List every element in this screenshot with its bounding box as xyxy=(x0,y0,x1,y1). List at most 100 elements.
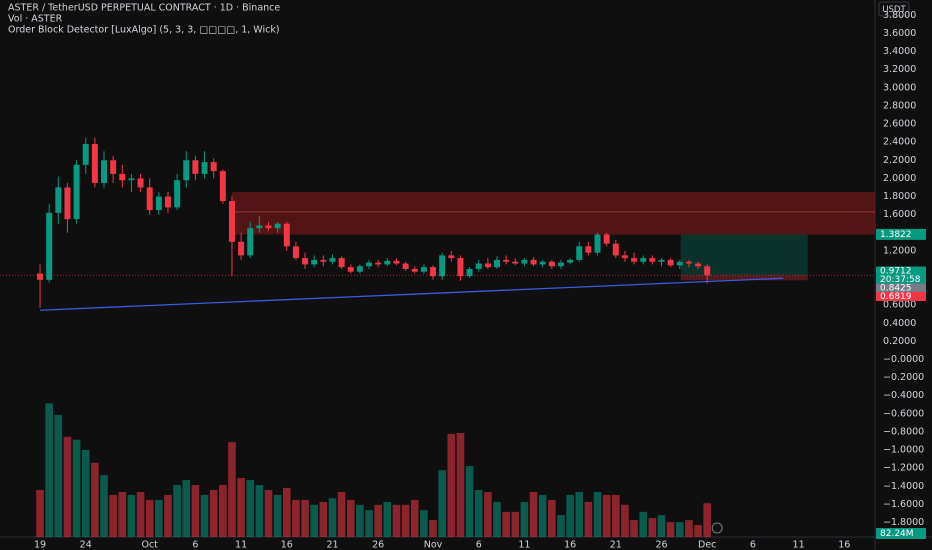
candle-body xyxy=(503,259,510,262)
candle-body xyxy=(521,259,528,264)
y-tick-label: 3.0000 xyxy=(883,82,916,93)
volume-legend: Vol · ASTER xyxy=(8,14,63,25)
x-tick-label: 21 xyxy=(326,540,338,550)
x-tick-label: Oct xyxy=(141,540,158,550)
volume-bar xyxy=(575,492,584,537)
volume-bar xyxy=(621,504,629,537)
price-badge-label: 1.3822 xyxy=(880,230,912,240)
volume-bar xyxy=(374,504,382,537)
y-tick-label: −0.6000 xyxy=(883,408,924,419)
trendline xyxy=(40,277,784,311)
volume-bar xyxy=(410,499,419,537)
candle-body xyxy=(302,258,309,265)
candle-body xyxy=(256,225,263,229)
candle-body xyxy=(430,267,437,277)
y-tick-label: 3.4000 xyxy=(883,46,916,57)
candle-body xyxy=(347,267,354,272)
volume-bar xyxy=(100,475,108,537)
candle-body xyxy=(174,180,181,208)
price-badge xyxy=(876,292,926,301)
volume-bar xyxy=(164,494,172,537)
y-tick-label: 3.2000 xyxy=(883,64,916,75)
volume-bar xyxy=(502,511,510,537)
currency-button[interactable] xyxy=(878,1,910,17)
candle-body xyxy=(466,268,473,277)
x-tick-label: 24 xyxy=(80,540,92,550)
volume-bar xyxy=(474,489,483,537)
price-badge xyxy=(876,266,926,276)
volume-bar xyxy=(109,494,117,537)
volume-bar xyxy=(118,492,127,537)
candle-body xyxy=(375,262,382,265)
x-tick-label: 21 xyxy=(610,540,622,550)
y-tick-label: −0.4000 xyxy=(883,390,924,401)
x-tick-label: 16 xyxy=(838,540,850,550)
volume-bar xyxy=(337,492,346,537)
candle-body xyxy=(402,263,409,269)
volume-bar xyxy=(365,510,373,537)
volume-bar xyxy=(237,478,245,537)
candle-body xyxy=(457,258,464,277)
y-tick-label: −0.8000 xyxy=(883,426,924,437)
y-tick-label: 1.2000 xyxy=(883,245,916,256)
y-tick-label: 3.8000 xyxy=(883,10,916,21)
candle-body xyxy=(228,201,235,242)
candle-body xyxy=(411,268,418,272)
candle-body xyxy=(265,225,272,229)
candle-body xyxy=(128,178,135,181)
price-badge xyxy=(876,275,926,284)
candle-body xyxy=(420,267,427,272)
volume-bar xyxy=(401,504,410,537)
volume-bar xyxy=(538,494,547,537)
price-badge-label: 0.8425 xyxy=(880,284,912,294)
order-block xyxy=(231,191,875,235)
x-tick-label: 11 xyxy=(793,540,805,550)
volume-badge xyxy=(876,528,926,539)
volume-bar xyxy=(310,504,319,537)
x-tick-label: 16 xyxy=(564,540,576,550)
candle-body xyxy=(82,143,89,165)
volume-bar xyxy=(657,515,666,537)
price-badge-label: 0.6819 xyxy=(880,292,912,302)
y-tick-label: 1.8000 xyxy=(883,191,916,202)
volume-bar xyxy=(602,494,611,537)
volume-bar xyxy=(465,466,474,537)
position-target xyxy=(680,234,808,276)
candle-body xyxy=(219,171,226,202)
y-tick-label: −1.2000 xyxy=(883,463,924,474)
candle-body xyxy=(210,162,217,172)
candle-body xyxy=(631,258,638,262)
price-badge xyxy=(876,228,926,240)
candle-body xyxy=(576,246,583,260)
currency-label[interactable]: USDT xyxy=(882,5,906,15)
volume-bar xyxy=(72,439,81,537)
volume-bar xyxy=(685,520,693,537)
volume-bar xyxy=(319,501,328,537)
candle-body xyxy=(621,255,628,259)
volume-bar xyxy=(529,492,538,537)
y-tick-label: −1.0000 xyxy=(883,445,924,456)
candle-body xyxy=(192,160,199,174)
candle-body xyxy=(238,241,245,256)
volume-bar xyxy=(292,499,300,537)
candle-body xyxy=(704,266,711,276)
candle-body xyxy=(274,223,281,229)
volume-bar xyxy=(703,503,712,537)
x-tick-label: Nov xyxy=(424,540,443,550)
candle-body xyxy=(667,259,674,266)
volume-bar xyxy=(456,433,465,537)
candle-body xyxy=(448,255,455,259)
candle-body xyxy=(685,261,692,264)
volume-bar xyxy=(639,511,648,537)
volume-bar xyxy=(438,470,446,537)
volume-bar xyxy=(54,414,63,537)
x-tick-label: 6 xyxy=(192,540,198,550)
candle-body xyxy=(119,173,126,181)
candle-body xyxy=(55,187,62,213)
volume-bar xyxy=(200,494,209,537)
x-tick-label: 11 xyxy=(518,540,530,550)
symbol-title: ASTER / TetherUSD PERPETUAL CONTRACT · 1… xyxy=(8,3,280,14)
x-tick-label: Dec xyxy=(698,540,716,550)
y-tick-label: 2.2000 xyxy=(883,155,916,166)
